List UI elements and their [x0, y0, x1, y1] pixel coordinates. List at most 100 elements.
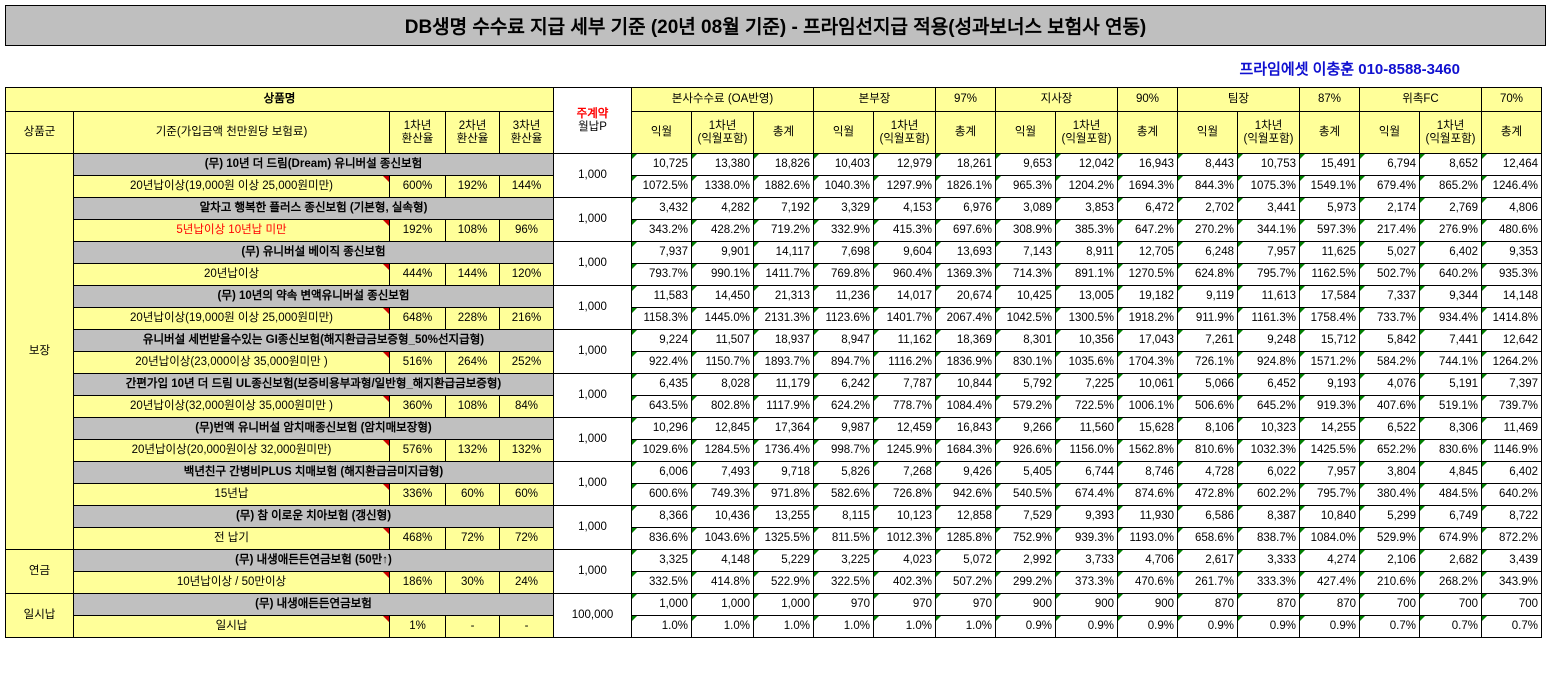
- percent-cell: 722.5%: [1055, 395, 1118, 418]
- percent-cell: 2131.3%: [753, 307, 814, 330]
- product-row-bottom: 10년납이상 / 50만이상 186% 30% 24% 332.5% 414.8% 522.…: [6, 571, 1542, 594]
- product-name: (무) 10년의 약속 변액유니버설 종신보험: [73, 285, 554, 308]
- amount-cell: 3,225: [813, 549, 874, 572]
- criteria-cell: 15년납: [73, 483, 390, 506]
- percent-cell: 1425.5%: [1299, 439, 1360, 462]
- percent-cell: 1117.9%: [753, 395, 814, 418]
- rate-2-cell: -: [445, 615, 500, 638]
- percent-cell: 647.2%: [1117, 219, 1178, 242]
- header-branch: 지사장: [995, 87, 1118, 112]
- percent-cell: 428.2%: [691, 219, 754, 242]
- percent-cell: 1032.3%: [1237, 439, 1300, 462]
- rate-3-cell: -: [499, 615, 554, 638]
- rate-2-cell: 108%: [445, 219, 500, 242]
- percent-cell: 1325.5%: [753, 527, 814, 550]
- amount-cell: 3,804: [1359, 461, 1420, 484]
- rate-1-cell: 360%: [389, 395, 446, 418]
- criteria-cell: 전 납기: [73, 527, 390, 550]
- percent-cell: 502.7%: [1359, 263, 1420, 286]
- header-weekly-contract: 주계약: [576, 107, 609, 120]
- percent-cell: 602.2%: [1237, 483, 1300, 506]
- amount-cell: 9,119: [1177, 285, 1238, 308]
- criteria-cell: 10년납이상 / 50만이상: [73, 571, 390, 594]
- amount-cell: 9,193: [1299, 373, 1360, 396]
- amount-cell: 8,746: [1117, 461, 1178, 484]
- header-year1: 1차년 (익월포함): [873, 111, 936, 154]
- amount-cell: 20,674: [935, 285, 996, 308]
- amount-cell: 3,733: [1055, 549, 1118, 572]
- percent-cell: 210.6%: [1359, 571, 1420, 594]
- amount-cell: 870: [1177, 593, 1238, 616]
- criteria-cell: 20년납이상(32,000원이상 35,000원미만 ): [73, 395, 390, 418]
- percent-cell: 0.9%: [1055, 615, 1118, 638]
- amount-cell: 14,017: [873, 285, 936, 308]
- amount-cell: 9,987: [813, 417, 874, 440]
- header-total: 총계: [1117, 111, 1178, 154]
- rate-1-cell: 192%: [389, 219, 446, 242]
- premium-cell: 1,000: [553, 285, 632, 330]
- rate-1-cell: 576%: [389, 439, 446, 462]
- amount-cell: 11,469: [1481, 417, 1542, 440]
- percent-cell: 332.5%: [631, 571, 692, 594]
- rate-3-cell: 96%: [499, 219, 554, 242]
- percent-cell: 1029.6%: [631, 439, 692, 462]
- percent-cell: 415.3%: [873, 219, 936, 242]
- percent-cell: 261.7%: [1177, 571, 1238, 594]
- percent-cell: 1.0%: [873, 615, 936, 638]
- percent-cell: 1270.5%: [1117, 263, 1178, 286]
- product-row-bottom: 20년납이상(23,000이상 35,000원미만 ) 516% 264% 252% 9…: [6, 351, 1542, 374]
- rate-1-cell: 186%: [389, 571, 446, 594]
- amount-cell: 5,792: [995, 373, 1056, 396]
- amount-cell: 8,911: [1055, 241, 1118, 264]
- percent-cell: 810.6%: [1177, 439, 1238, 462]
- amount-cell: 4,806: [1481, 197, 1542, 220]
- amount-cell: 6,744: [1055, 461, 1118, 484]
- percent-cell: 1758.4%: [1299, 307, 1360, 330]
- percent-cell: 343.2%: [631, 219, 692, 242]
- amount-cell: 7,268: [873, 461, 936, 484]
- percent-cell: 522.9%: [753, 571, 814, 594]
- criteria-cell: 20년납이상(20,000원이상 32,000원미만): [73, 439, 390, 462]
- rate-3-cell: 132%: [499, 439, 554, 462]
- product-row-bottom: 20년납이상(19,000원 이상 25,000원미만) 600% 192% 144%…: [6, 175, 1542, 198]
- amount-cell: 4,148: [691, 549, 754, 572]
- rate-2-cell: 132%: [445, 439, 500, 462]
- amount-cell: 9,353: [1481, 241, 1542, 264]
- percent-cell: 1300.5%: [1055, 307, 1118, 330]
- percent-cell: 0.9%: [995, 615, 1056, 638]
- amount-cell: 11,179: [753, 373, 814, 396]
- percent-cell: 276.9%: [1419, 219, 1482, 242]
- amount-cell: 7,698: [813, 241, 874, 264]
- amount-cell: 14,117: [753, 241, 814, 264]
- amount-cell: 7,261: [1177, 329, 1238, 352]
- amount-cell: 21,313: [753, 285, 814, 308]
- amount-cell: 13,380: [691, 153, 754, 176]
- percent-cell: 934.4%: [1419, 307, 1482, 330]
- percent-cell: 1193.0%: [1117, 527, 1178, 550]
- percent-cell: 795.7%: [1237, 263, 1300, 286]
- amount-cell: 8,028: [691, 373, 754, 396]
- rate-3-cell: 120%: [499, 263, 554, 286]
- percent-cell: 506.6%: [1177, 395, 1238, 418]
- percent-cell: 385.3%: [1055, 219, 1118, 242]
- amount-cell: 1,000: [631, 593, 692, 616]
- percent-cell: 333.3%: [1237, 571, 1300, 594]
- header-group: 상품군: [5, 111, 74, 154]
- percent-cell: 308.9%: [995, 219, 1056, 242]
- amount-cell: 8,301: [995, 329, 1056, 352]
- percent-cell: 1.0%: [631, 615, 692, 638]
- amount-cell: 1,000: [753, 593, 814, 616]
- percent-cell: 733.7%: [1359, 307, 1420, 330]
- percent-cell: 811.5%: [813, 527, 874, 550]
- percent-cell: 299.2%: [995, 571, 1056, 594]
- percent-cell: 1.0%: [813, 615, 874, 638]
- header-team: 팀장: [1177, 87, 1300, 112]
- percent-cell: 942.6%: [935, 483, 996, 506]
- rate-3-cell: 72%: [499, 527, 554, 550]
- percent-cell: 836.6%: [631, 527, 692, 550]
- percent-cell: 0.7%: [1419, 615, 1482, 638]
- percent-cell: 579.2%: [995, 395, 1056, 418]
- amount-cell: 7,397: [1481, 373, 1542, 396]
- amount-cell: 8,652: [1419, 153, 1482, 176]
- percent-cell: 922.4%: [631, 351, 692, 374]
